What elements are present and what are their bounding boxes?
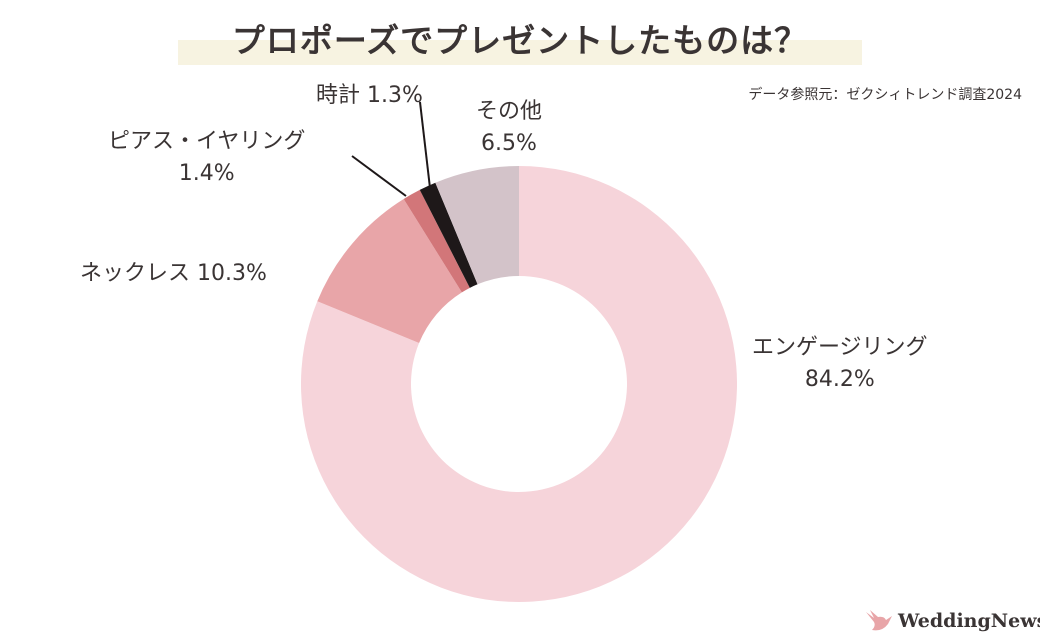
title-highlight xyxy=(178,40,862,65)
label-necklace: ネックレス 10.3% xyxy=(80,261,267,286)
dove-icon xyxy=(866,610,892,631)
slice-1 xyxy=(317,199,462,344)
slice-3 xyxy=(419,182,478,288)
slice-2 xyxy=(403,189,470,293)
slice-0 xyxy=(300,166,737,602)
chart-title: プロポーズでプレゼントしたものは？ xyxy=(231,21,809,60)
label-watch: 時計 1.3% xyxy=(316,83,423,108)
source-note: データ参照元：ゼクシィトレンド調査2024 xyxy=(748,87,1022,103)
logo: WeddingNews xyxy=(864,608,1040,634)
slice-4 xyxy=(435,166,519,285)
leader-line-1 xyxy=(419,101,431,189)
label-other: その他 6.5% xyxy=(476,99,543,156)
leader-line-0 xyxy=(351,155,407,197)
label-earrings: ピアス・イヤリング 1.4% xyxy=(108,129,306,186)
label-engagement-ring: エンゲージリング 84.2% xyxy=(752,335,928,392)
logo-text: WeddingNews xyxy=(898,610,1040,632)
